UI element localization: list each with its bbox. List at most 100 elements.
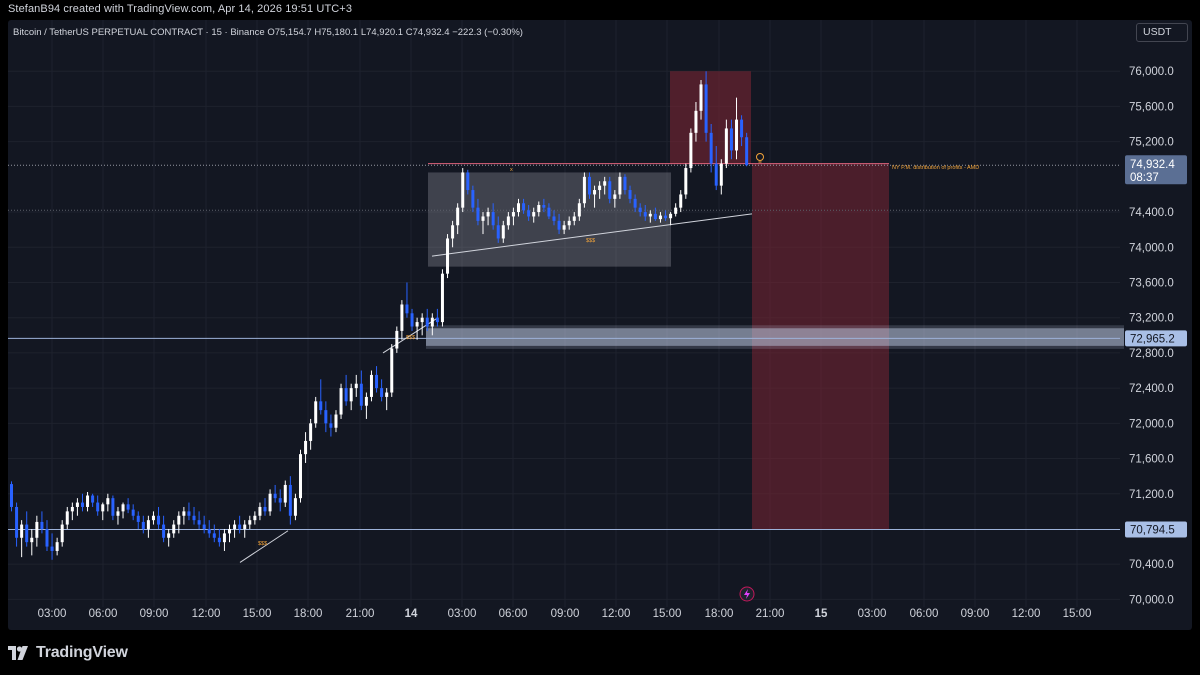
currency-button[interactable]: USDT	[1136, 23, 1188, 42]
x-tick-label: 09:00	[961, 608, 990, 620]
candle	[496, 216, 500, 243]
candle-body	[288, 484, 292, 516]
candle-body	[344, 388, 348, 402]
candle-body	[20, 524, 24, 538]
candle-body	[91, 495, 95, 503]
candle-body	[157, 515, 161, 525]
candle-body	[587, 176, 591, 195]
candle-body	[283, 484, 287, 503]
candle-body	[304, 440, 308, 455]
candle	[618, 172, 622, 199]
candles	[10, 71, 749, 560]
candle-body	[162, 524, 166, 538]
candle	[121, 502, 125, 519]
candle	[268, 489, 272, 516]
candle-body	[430, 317, 434, 327]
candle-body	[319, 401, 323, 411]
candle	[304, 432, 308, 463]
candle	[674, 203, 678, 217]
candle	[461, 168, 465, 213]
candle-body	[309, 423, 313, 441]
candle-body	[658, 215, 662, 220]
x-tick-label: 12:00	[192, 608, 221, 620]
chart-frame[interactable]: NY P.M. distribution of profits - AMD $$$…	[8, 20, 1192, 630]
candle	[167, 528, 171, 547]
candle-body	[10, 484, 13, 507]
candle-body	[293, 498, 297, 516]
candle	[288, 476, 292, 525]
y-tick-label: 75,600.0	[1129, 101, 1174, 113]
x-tick-label: 03:00	[38, 608, 67, 620]
candle-body	[653, 213, 657, 220]
candle-body	[212, 533, 216, 538]
candle	[451, 220, 455, 248]
distribution-annotation: NY P.M. distribution of profits - AMD	[892, 165, 979, 171]
y-tick-label: 72,000.0	[1129, 418, 1174, 430]
candle-body	[527, 210, 531, 217]
candle-body	[385, 392, 389, 397]
candle	[217, 528, 221, 547]
candle	[735, 97, 739, 160]
candle	[623, 174, 627, 195]
candle-body	[729, 128, 733, 151]
candle	[638, 203, 642, 217]
y-tick-label: 71,200.0	[1129, 489, 1174, 501]
candle	[146, 515, 150, 538]
candle-body	[233, 524, 237, 529]
candle-body	[699, 84, 703, 111]
candle-body	[410, 313, 414, 327]
candle	[724, 119, 728, 169]
candle	[192, 506, 196, 525]
candle-body	[298, 454, 302, 499]
candle	[354, 374, 358, 397]
candle-body	[643, 212, 647, 217]
tradingview-logo-icon	[8, 646, 28, 660]
candle	[187, 502, 191, 521]
candle	[141, 515, 145, 534]
candle-body	[141, 521, 145, 529]
candle-body	[618, 176, 622, 195]
candle-body	[263, 506, 267, 512]
candle	[557, 213, 561, 235]
candle	[669, 212, 673, 226]
candle-body	[674, 207, 678, 214]
candle	[648, 210, 652, 223]
candle	[587, 172, 591, 199]
candle-body	[238, 524, 242, 529]
candle-body	[268, 493, 272, 512]
candle	[679, 190, 683, 213]
candle	[567, 216, 571, 230]
symbol-title[interactable]: Bitcoin / TetherUS PERPETUAL CONTRACT · …	[13, 27, 265, 38]
candle-body	[192, 515, 196, 521]
chart-canvas[interactable]: NY P.M. distribution of profits - AMD $$$…	[8, 20, 1192, 630]
candle-body	[324, 410, 328, 424]
candle-body	[334, 414, 338, 428]
candle-body	[714, 163, 718, 186]
candle	[344, 374, 348, 406]
candle	[101, 502, 105, 521]
candle-body	[623, 176, 627, 191]
candle	[334, 410, 338, 433]
candle	[86, 491, 90, 512]
candle-body	[80, 502, 84, 507]
candle-body	[537, 205, 541, 213]
lightning-icon[interactable]	[739, 586, 755, 602]
candle-body	[354, 383, 358, 389]
candle	[35, 515, 39, 547]
candle-body	[222, 533, 226, 543]
candle-body	[65, 511, 69, 525]
candle	[501, 220, 505, 243]
candle-body	[628, 190, 632, 199]
candle	[253, 511, 257, 525]
candle-body	[689, 132, 693, 169]
candle	[415, 317, 419, 340]
candle-body	[451, 225, 455, 239]
candle	[20, 520, 24, 558]
candle	[699, 80, 703, 120]
demand-band-glow	[426, 325, 1124, 349]
candle-body	[532, 212, 536, 217]
candle	[157, 506, 161, 529]
ohlc-legend: Bitcoin / TetherUS PERPETUAL CONTRACT · …	[13, 27, 523, 38]
candle-body	[278, 498, 282, 503]
candle	[60, 520, 64, 547]
